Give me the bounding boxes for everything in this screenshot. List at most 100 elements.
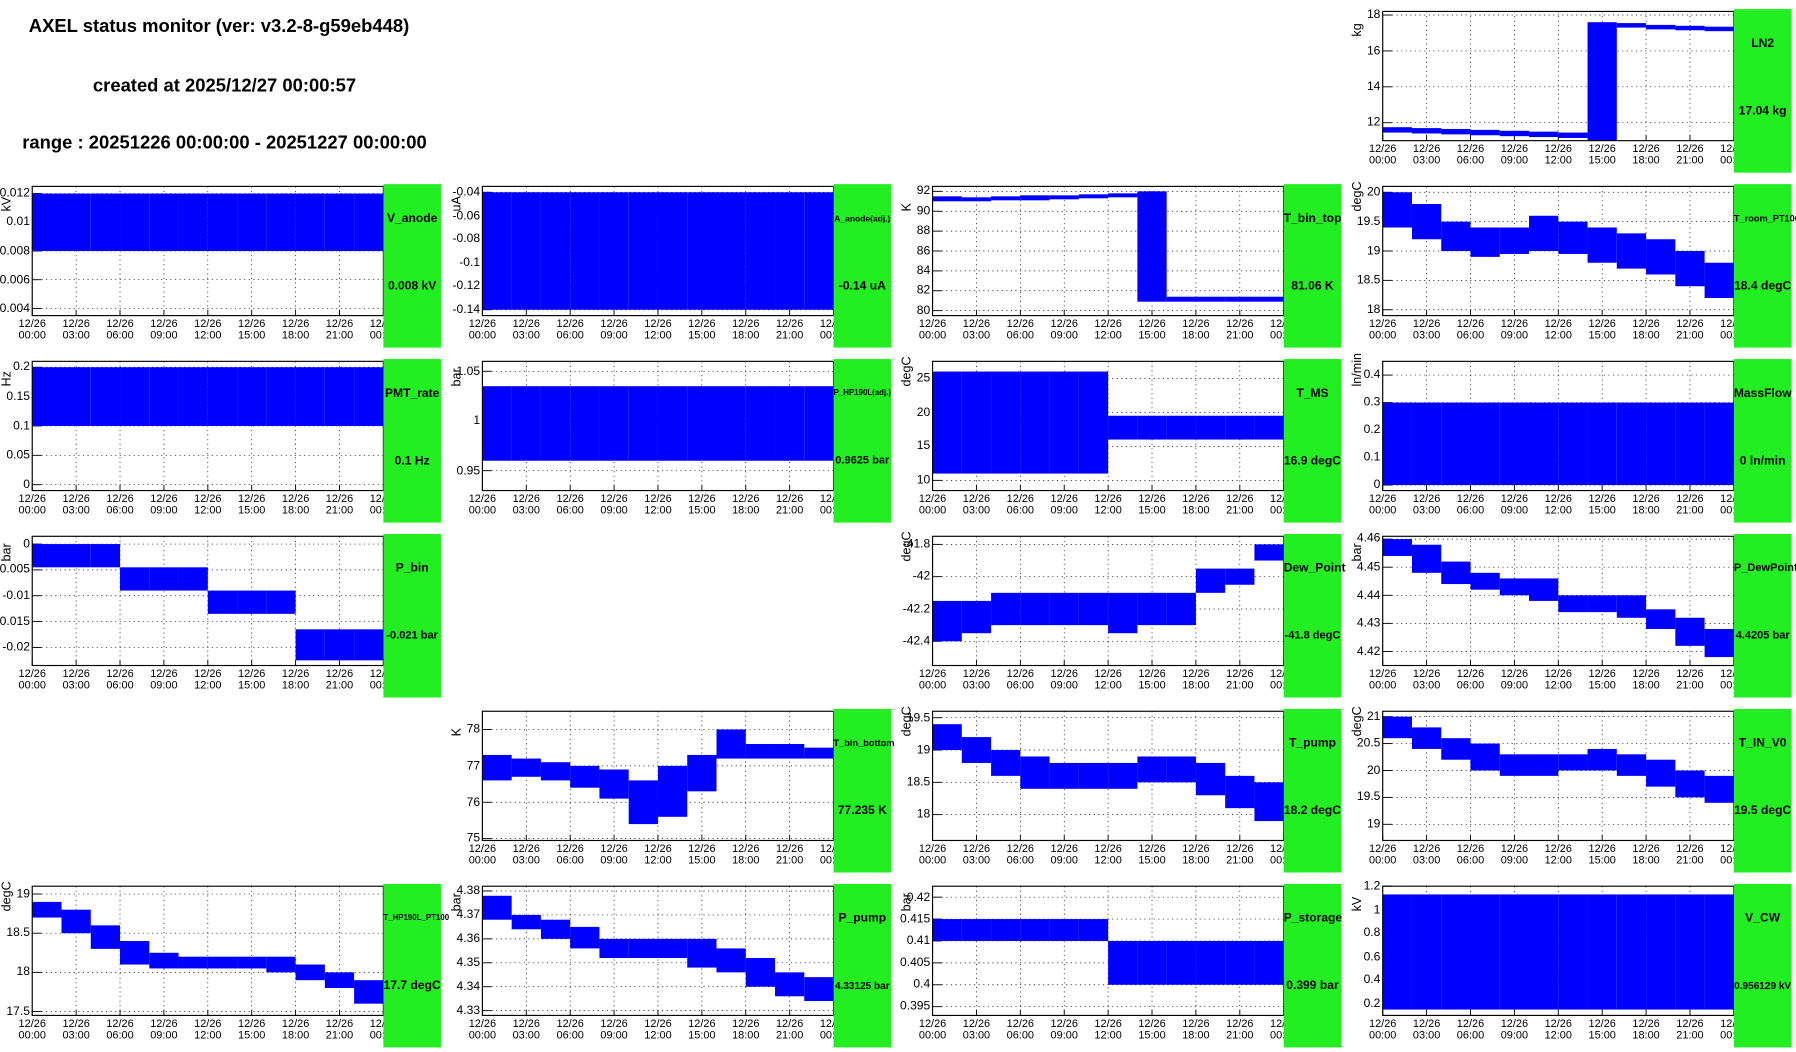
band-segment xyxy=(599,769,629,799)
band-segment xyxy=(1587,22,1617,141)
band-segment xyxy=(775,192,805,310)
status-box: PMT_rate 0.1 Hz xyxy=(383,359,441,523)
x-tick-label: 12/27 00:00 xyxy=(1720,1018,1747,1042)
x-tick-label: 12/26 12:00 xyxy=(1094,317,1122,342)
x-tick-label: 12/26 21:00 xyxy=(1676,492,1704,517)
band-segment xyxy=(1137,415,1167,440)
band-segment xyxy=(1558,402,1588,486)
x-tick-label: 12/26 12:00 xyxy=(1094,842,1122,867)
band-segment xyxy=(1020,592,1050,626)
x-tick-label: 12/26 00:00 xyxy=(468,317,497,342)
x-tick-label: 12/27 00:00 xyxy=(1720,843,1747,867)
band-segment xyxy=(1499,578,1530,596)
status-name: P_pump xyxy=(838,911,887,926)
x-tick-label: 12/26 09:00 xyxy=(600,842,628,867)
band-segment xyxy=(1441,561,1471,585)
status-box: P_DewPoint 4.4205 bar xyxy=(1733,534,1796,698)
x-tick-label: 12/26 18:00 xyxy=(1182,1017,1210,1042)
band-segment xyxy=(1499,754,1530,776)
x-tick-label: 12/26 06:00 xyxy=(556,842,584,867)
x-tick-label: 12/26 06:00 xyxy=(1456,1017,1485,1042)
y-axis-label: degC xyxy=(900,531,915,562)
x-tick-label: 12/26 12:00 xyxy=(1094,667,1122,692)
x-tick-label: 12/26 09:00 xyxy=(1500,842,1529,867)
status-box: T_room_PT100 18.4 degC xyxy=(1733,184,1796,348)
band-segment xyxy=(991,750,1021,776)
band-segment xyxy=(149,193,179,251)
status-box: P_storage 0.399 bar xyxy=(1283,883,1342,1048)
x-tick-label: 12/26 00:00 xyxy=(918,317,947,342)
status-name: P_DewPoint xyxy=(1733,562,1796,575)
band-segment xyxy=(354,367,384,426)
y-axis-label: degC xyxy=(0,881,14,912)
x-tick-label: 12/26 00:00 xyxy=(468,492,497,517)
band-segment xyxy=(932,724,962,751)
x-tick-label: 12/26 15:00 xyxy=(238,667,266,692)
band-segment xyxy=(1049,762,1079,789)
x-tick-label: 12/26 09:00 xyxy=(600,317,628,342)
y-tick-label: 0.95 xyxy=(456,463,481,478)
y-tick-label: 10 xyxy=(916,473,931,487)
x-tick-label: 12/26 21:00 xyxy=(775,842,804,867)
band-segment xyxy=(1499,130,1530,137)
band-segment xyxy=(32,367,62,426)
band-segment xyxy=(1675,617,1705,646)
status-value: 4.4205 bar xyxy=(1735,629,1790,643)
y-axis-label: uA xyxy=(450,196,464,212)
x-tick-label: 12/26 21:00 xyxy=(325,317,354,342)
band-segment xyxy=(1166,415,1196,440)
plot-frame xyxy=(1382,535,1735,667)
band-segment xyxy=(657,386,688,461)
band-segment xyxy=(1646,609,1676,629)
x-tick-label: 12/26 06:00 xyxy=(556,1017,584,1042)
x-tick-label: 12/26 15:00 xyxy=(688,317,716,342)
range: range : 20251226 00:00:00 - 20251227 00:… xyxy=(22,133,427,154)
y-tick-label: 0.4 xyxy=(1363,367,1381,382)
x-tick-label: 12/26 18:00 xyxy=(281,492,310,517)
status-box: P_HP190L(adj.) 0.9625 bar xyxy=(833,359,892,523)
y-axis-label: kg xyxy=(1350,23,1365,37)
x-tick-label: 12/26 18:00 xyxy=(1632,1017,1660,1042)
y-tick-label: 19.5 xyxy=(1356,790,1381,804)
band-segment xyxy=(120,367,150,426)
band-segment xyxy=(295,367,325,426)
band-segment xyxy=(482,754,512,781)
x-tick-label: 12/26 00:00 xyxy=(468,842,497,867)
x-tick-label: 12/26 06:00 xyxy=(1006,492,1035,517)
status-name: T_room_PT100 xyxy=(1733,213,1796,224)
x-tick-label: 12/26 12:00 xyxy=(1094,492,1122,517)
y-tick-label: 19.5 xyxy=(1356,214,1381,229)
y-tick-label: 0.05 xyxy=(6,448,30,462)
x-tick-label: 12/26 15:00 xyxy=(238,492,266,517)
status-box: T_pump 18.2 degC xyxy=(1283,708,1342,873)
band-segment xyxy=(775,386,805,461)
band-segment xyxy=(1470,227,1500,257)
y-tick-label: 20.5 xyxy=(1356,736,1381,751)
band-segment xyxy=(745,957,776,987)
x-tick-label: 12/26 03:00 xyxy=(1412,142,1441,167)
band-segment xyxy=(207,193,238,251)
y-tick-label: 0.008 xyxy=(0,243,30,258)
band-segment xyxy=(1470,129,1500,136)
band-segment xyxy=(716,386,746,461)
band-segment xyxy=(149,367,179,426)
x-tick-label: 12/26 18:00 xyxy=(732,842,760,867)
created: created at 2025/12/27 00:00:57 xyxy=(92,76,357,97)
band-segment xyxy=(1646,894,1676,1010)
y-tick-label: 4.35 xyxy=(456,955,481,970)
status-name: T_bin_top xyxy=(1283,211,1342,226)
y-tick-label: -0.08 xyxy=(452,232,481,246)
status-name: MassFlow xyxy=(1733,386,1792,401)
y-tick-label: -0.06 xyxy=(452,208,481,223)
status-name: P_HP190L(adj.) xyxy=(833,389,891,398)
band-segment xyxy=(324,193,355,251)
y-axis-label: bar xyxy=(0,543,14,562)
x-tick-label: 12/26 18:00 xyxy=(1182,317,1210,342)
band-segment xyxy=(511,914,541,930)
y-tick-label: 19 xyxy=(916,742,931,757)
y-tick-label: 75 xyxy=(466,831,481,846)
band-segment xyxy=(324,367,355,426)
band-segment xyxy=(354,193,384,251)
x-tick-label: 12/26 15:00 xyxy=(238,317,266,342)
